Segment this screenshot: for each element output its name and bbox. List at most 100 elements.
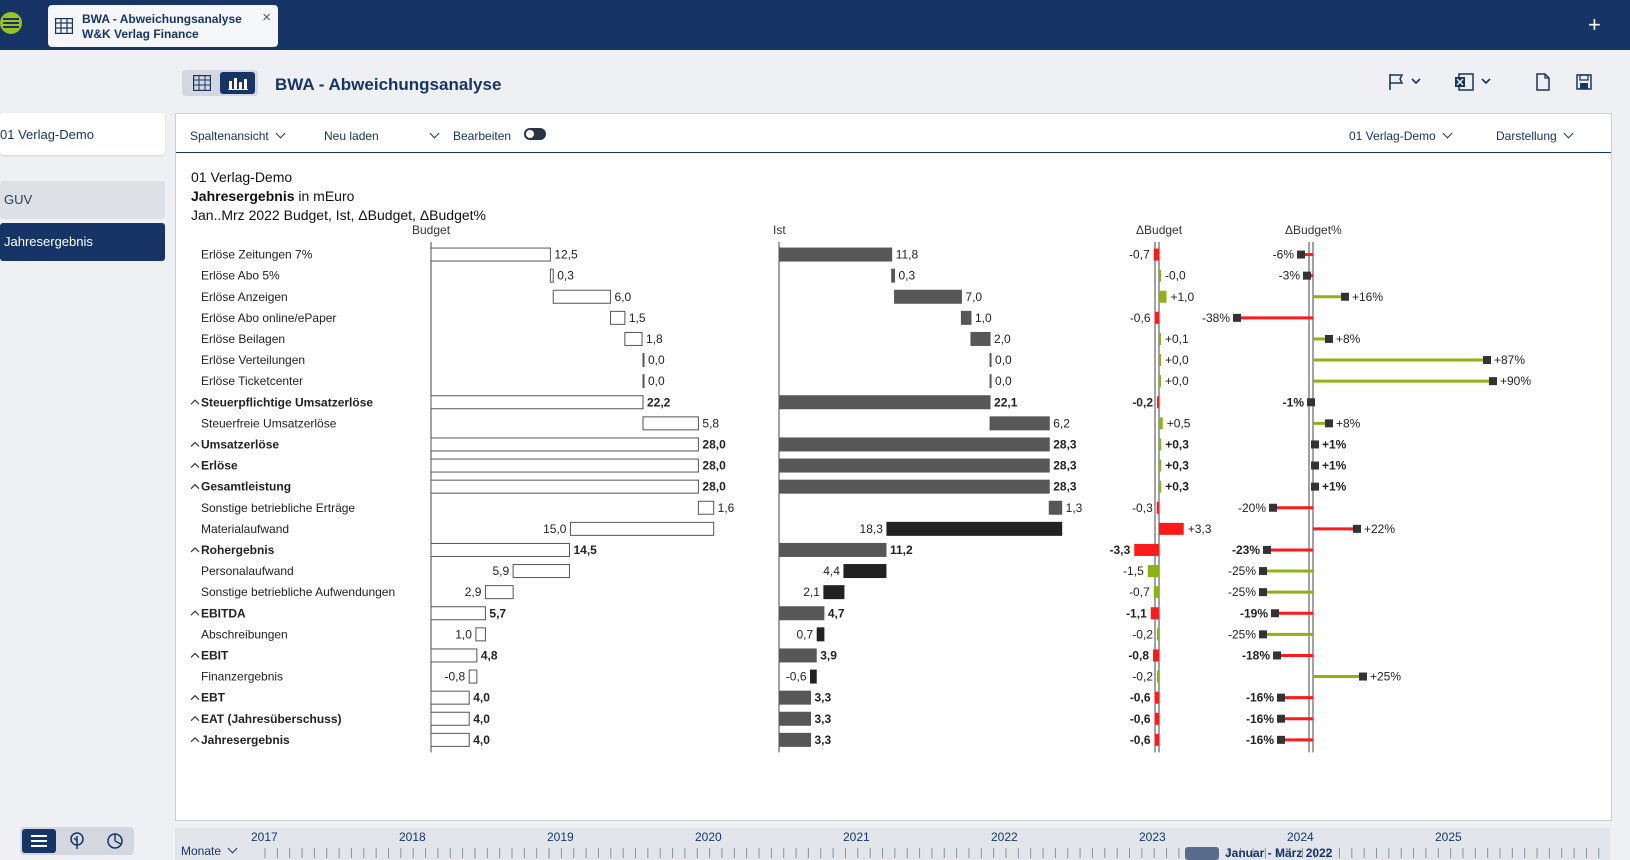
ist-value-label: 0,0 <box>995 353 1012 367</box>
delta-budget-label: +3,3 <box>1188 522 1212 536</box>
delta-budget-label: +0,3 <box>1165 437 1189 451</box>
delta-budget-pct-label: +1% <box>1322 459 1347 473</box>
ist-bar <box>843 564 887 579</box>
document-tab[interactable]: BWA - Abweichungsanalyse W&K Verlag Fina… <box>48 5 278 47</box>
delta-budget-pct-label: -25% <box>1228 627 1256 641</box>
ist-value-label: 18,3 <box>860 522 884 536</box>
ist-value-label: 28,3 <box>1053 437 1077 451</box>
timeline-year-label[interactable]: 2020 <box>695 830 722 844</box>
reload-dropdown[interactable]: Neu laden <box>324 128 440 143</box>
ist-bar <box>1048 500 1063 515</box>
budget-value-label: 28,0 <box>702 459 726 473</box>
timeline-year-label[interactable]: 2022 <box>991 830 1018 844</box>
chevron-down-icon <box>429 128 440 139</box>
timeline-year-label[interactable]: 2024 <box>1287 830 1314 844</box>
row-expand-caret-icon <box>190 610 200 616</box>
timeline-year-label[interactable]: 2021 <box>843 830 870 844</box>
timeline-year-label[interactable]: 2017 <box>251 830 278 844</box>
budget-value-label: 6,0 <box>615 290 632 304</box>
budget-value-label: 4,0 <box>473 733 490 747</box>
column-header-budget: Budget <box>412 223 451 237</box>
delta-budget-pct-marker <box>1303 271 1311 280</box>
column-header-delta-budget-pct: ΔBudget% <box>1285 223 1342 237</box>
delta-budget-bar <box>1159 417 1163 430</box>
budget-bar <box>430 711 470 726</box>
columns-view-dropdown[interactable]: Spaltenansicht <box>190 128 286 143</box>
timeline-year-label[interactable]: 2023 <box>1139 830 1166 844</box>
delta-budget-pct-label: +22% <box>1364 522 1395 536</box>
timeline-year-label[interactable]: 2019 <box>547 830 574 844</box>
timeline-bar[interactable]: Monate 2017 2018 2019 2020 2021 2022 2023 2024 2… <box>175 828 1610 860</box>
pie-view-button[interactable] <box>98 829 132 853</box>
delta-budget-pct-label: +25% <box>1370 670 1401 684</box>
delta-budget-pct-label: -16% <box>1246 712 1274 726</box>
budget-value-label: 1,5 <box>629 311 646 325</box>
column-header-ist: Ist <box>773 223 786 237</box>
app-logo-icon[interactable] <box>0 12 22 34</box>
ist-bar <box>886 521 1063 536</box>
budget-value-label: 1,6 <box>718 501 735 515</box>
row-label: Erlöse Abo 5% <box>201 269 280 283</box>
delta-budget-label: +0,5 <box>1167 416 1191 430</box>
flag-icon[interactable] <box>1387 72 1425 92</box>
budget-value-label: 2,9 <box>465 585 482 599</box>
row-label: Steuerfreie Umsatzerlöse <box>201 416 337 430</box>
company-select[interactable]: 01 Verlag-Demo <box>1349 128 1453 143</box>
budget-bar <box>569 521 715 536</box>
delta-budget-pct-label: -19% <box>1240 606 1268 620</box>
delta-budget-pct-marker <box>1359 672 1367 681</box>
delta-budget-pct-marker <box>1271 609 1279 618</box>
delta-budget-bar <box>1157 628 1159 641</box>
ist-value-label: 0,3 <box>899 269 916 283</box>
delta-budget-pct-marker <box>1325 419 1333 428</box>
chart-view-button[interactable] <box>220 72 255 94</box>
ist-value-label: 3,9 <box>820 648 837 662</box>
row-expand-caret-icon <box>190 441 200 447</box>
nav-item-guv[interactable]: GUV <box>0 181 165 219</box>
nav-item-jahresergebnis[interactable]: Jahresergebnis <box>0 223 165 261</box>
row-label: Erlöse Beilagen <box>201 332 285 346</box>
table-icon <box>55 18 73 34</box>
tree-view-button[interactable] <box>60 829 94 853</box>
budget-bar <box>624 331 643 346</box>
list-view-button[interactable] <box>22 829 56 853</box>
timeline-range-handle[interactable] <box>1185 847 1219 860</box>
edit-toggle[interactable] <box>524 128 546 140</box>
delta-budget-pct-marker <box>1259 588 1267 597</box>
row-label: Erlöse Ticketcenter <box>201 374 303 388</box>
columns-view-label: Spaltenansicht <box>190 129 269 143</box>
new-tab-plus-icon[interactable]: + <box>1588 12 1601 37</box>
delta-budget-bar <box>1159 354 1161 367</box>
delta-budget-label: +0,3 <box>1165 480 1189 494</box>
display-dropdown[interactable]: Darstellung <box>1496 128 1574 143</box>
delta-budget-pct-marker <box>1307 398 1315 407</box>
delta-budget-pct-label: -16% <box>1246 691 1274 705</box>
row-expand-caret-icon <box>190 547 200 553</box>
budget-value-label: 0,3 <box>557 269 574 283</box>
budget-bar <box>430 458 699 473</box>
delta-budget-label: -0,3 <box>1132 501 1153 515</box>
company-card[interactable]: 01 Verlag-Demo <box>0 113 165 155</box>
budget-value-label: 1,0 <box>455 627 472 641</box>
table-view-button[interactable] <box>186 72 218 94</box>
timeline-year-label[interactable]: 2025 <box>1435 830 1462 844</box>
excel-export-icon[interactable] <box>1454 72 1496 92</box>
delta-budget-bar <box>1157 670 1159 683</box>
ist-bar <box>823 585 845 600</box>
timeline-range-label: Januar - März 2022 <box>1225 846 1333 860</box>
delta-budget-bar <box>1147 565 1159 578</box>
save-icon[interactable] <box>1575 72 1593 92</box>
ist-value-label: 6,2 <box>1053 416 1070 430</box>
granularity-dropdown[interactable]: Monate <box>181 843 238 858</box>
ist-bar <box>778 690 812 705</box>
tab-close-icon[interactable]: × <box>262 9 271 26</box>
row-expand-caret-icon <box>190 399 200 405</box>
nav-item-label: Jahresergebnis <box>4 234 93 249</box>
budget-value-label: 28,0 <box>702 437 726 451</box>
timeline-year-label[interactable]: 2018 <box>399 830 426 844</box>
pdf-export-icon[interactable] <box>1535 72 1551 92</box>
row-label: EBITDA <box>201 606 246 620</box>
row-label: Umsatzerlöse <box>201 437 279 451</box>
delta-budget-pct-label: -25% <box>1228 585 1256 599</box>
tab-title: BWA - Abweichungsanalyse <box>82 12 242 26</box>
